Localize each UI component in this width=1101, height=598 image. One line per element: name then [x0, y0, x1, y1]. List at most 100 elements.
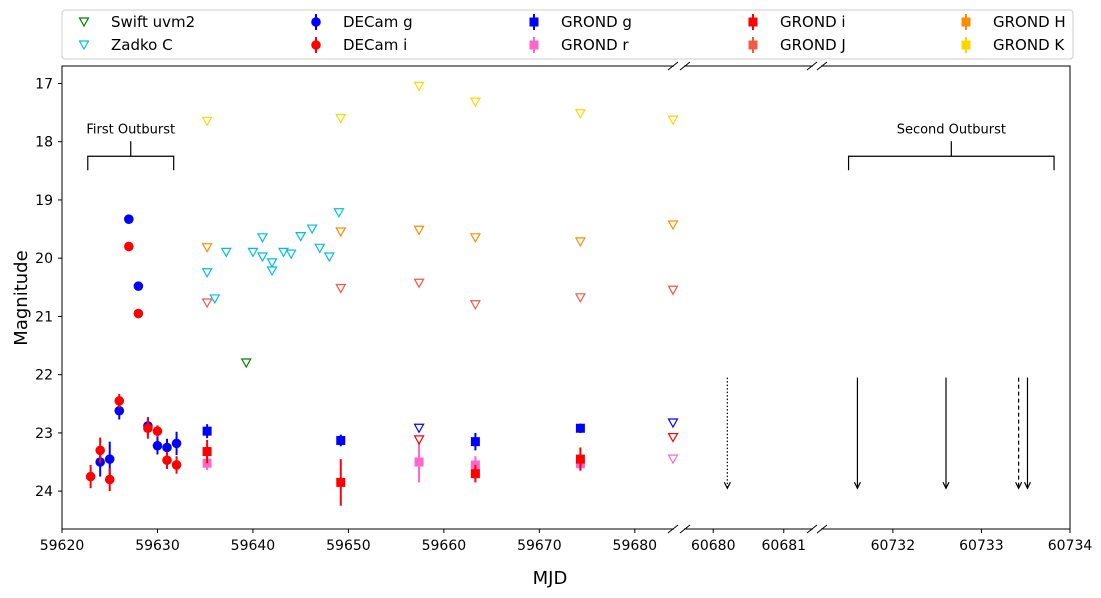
y-tick-label: 21	[35, 309, 53, 325]
legend-marker	[311, 17, 321, 27]
x-axis: 59620 59630 59640 59650 59660 59670 59680 60680…	[40, 529, 1093, 554]
event-arrows	[723, 377, 1032, 490]
data-point	[133, 308, 144, 319]
event-arrow-head	[942, 481, 950, 490]
legend-marker	[78, 40, 90, 51]
y-tick-label: 19	[35, 193, 53, 209]
data-point	[201, 243, 213, 253]
data-point	[266, 258, 278, 269]
legend-label: GROND r	[561, 36, 629, 54]
data-point	[171, 460, 182, 470]
y-axis: 17 18 19 20 21 22 23 24	[35, 76, 62, 500]
legend-label: DECam g	[343, 13, 413, 31]
data-point	[335, 113, 347, 124]
legend-label: GROND J	[780, 36, 846, 54]
data-point	[256, 233, 269, 244]
event-arrow-head	[1023, 481, 1032, 490]
x-tick-label: 59640	[231, 538, 276, 554]
data-point	[133, 281, 144, 291]
data-marks	[85, 81, 679, 506]
x-tick-label: 60733	[959, 538, 1004, 554]
y-tick-label: 24	[35, 484, 53, 500]
data-point	[469, 300, 481, 311]
data-point	[104, 454, 115, 464]
data-point	[266, 266, 278, 277]
legend-label: GROND K	[993, 36, 1065, 54]
data-point	[143, 423, 153, 434]
data-point	[574, 109, 586, 119]
data-point	[336, 477, 346, 487]
data-point	[209, 294, 221, 305]
y-tick-label: 17	[35, 76, 53, 92]
data-point	[256, 252, 269, 263]
data-point	[306, 224, 318, 235]
y-axis-label: Magnitude	[11, 250, 32, 345]
y-tick-label: 20	[35, 251, 53, 267]
legend-label: GROND H	[993, 13, 1066, 31]
data-point	[114, 405, 125, 416]
data-point	[414, 457, 424, 467]
axis-break-mark	[806, 524, 818, 534]
data-point	[152, 426, 163, 436]
legend-marker	[529, 40, 539, 50]
data-point	[314, 243, 326, 254]
x-tick-label: 60680	[691, 538, 736, 554]
axis-breaks	[667, 61, 828, 534]
axis-break-mark	[816, 61, 828, 71]
data-point	[247, 247, 259, 258]
data-point	[162, 455, 172, 466]
axis-break-mark	[667, 524, 679, 534]
legend-label: GROND g	[561, 13, 632, 31]
axis-break-gap	[674, 64, 684, 68]
outburst-label: Second Outburst	[897, 122, 1006, 137]
legend-label: GROND i	[780, 13, 846, 31]
x-axis-label: MJD	[533, 568, 568, 589]
data-point	[667, 285, 679, 296]
data-point	[469, 233, 481, 244]
legend-marker	[961, 17, 971, 27]
data-point	[470, 437, 480, 447]
outburst-bracket	[847, 141, 1055, 171]
x-tick-label: 59620	[40, 538, 85, 554]
data-point	[413, 423, 425, 434]
x-tick-label: 59630	[135, 538, 180, 554]
data-point	[413, 278, 425, 289]
data-point	[413, 225, 425, 236]
data-point	[295, 232, 307, 242]
legend-label: Swift uvm2	[111, 13, 195, 31]
data-point	[277, 247, 290, 258]
y-tick-label: 22	[35, 368, 53, 384]
data-point	[574, 237, 586, 248]
data-point	[171, 438, 182, 449]
axis-break-mark	[679, 524, 691, 534]
legend-label: DECam i	[343, 36, 407, 54]
data-point	[575, 423, 585, 433]
data-point	[201, 298, 213, 309]
plot-frame	[61, 65, 1071, 530]
data-point	[667, 115, 679, 126]
data-point	[202, 426, 212, 436]
x-tick-label: 59670	[517, 538, 562, 554]
data-point	[336, 435, 346, 445]
data-point	[574, 293, 586, 304]
x-tick-label: 59680	[613, 538, 658, 554]
data-point	[667, 454, 679, 465]
y-tick-label: 23	[35, 426, 53, 442]
outburst-label: First Outburst	[86, 122, 175, 137]
data-point	[413, 81, 425, 92]
data-point	[85, 471, 96, 482]
axis-break-gap	[674, 527, 684, 531]
x-tick-label: 60734	[1048, 538, 1093, 554]
axis-break-mark	[667, 61, 679, 71]
data-point	[162, 442, 172, 453]
axis-break-mark	[816, 524, 828, 534]
legend-marker	[78, 17, 90, 28]
data-point	[667, 220, 679, 231]
data-point	[413, 435, 425, 446]
data-point	[240, 358, 252, 369]
axis-break-gap	[813, 64, 821, 68]
data-point	[470, 469, 480, 479]
annotations: First Outburst Second Outburst	[86, 122, 1055, 171]
data-point	[95, 445, 105, 456]
